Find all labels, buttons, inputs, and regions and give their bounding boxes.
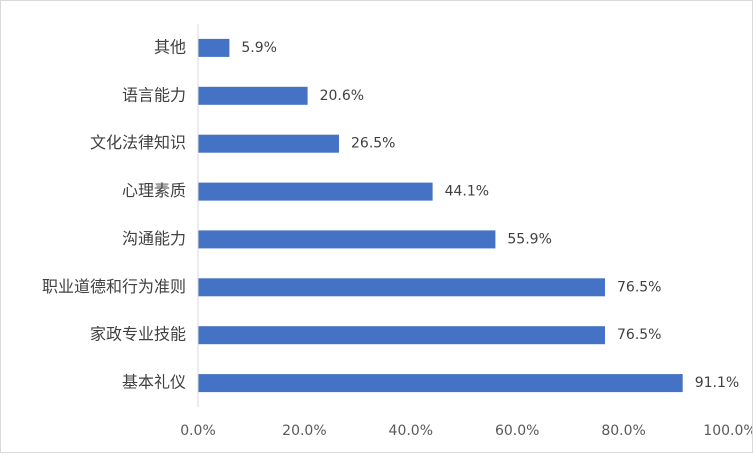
x-tick-label: 80.0% <box>601 423 645 439</box>
x-tick-label: 0.0% <box>180 423 216 439</box>
category-label: 沟通能力 <box>122 229 186 248</box>
x-tick-label: 60.0% <box>495 423 539 439</box>
bar <box>198 374 683 393</box>
data-label: 5.9% <box>241 40 277 56</box>
category-label: 职业道德和行为准则 <box>42 277 186 296</box>
category-label: 心理素质 <box>122 181 186 200</box>
bar <box>198 230 496 249</box>
bar <box>198 134 339 153</box>
data-label: 44.1% <box>445 184 489 200</box>
bar <box>198 38 230 57</box>
data-label: 76.5% <box>617 327 661 343</box>
x-tick-label: 20.0% <box>282 423 326 439</box>
x-tick-label: 40.0% <box>389 423 433 439</box>
data-label: 20.6% <box>320 88 364 104</box>
data-label: 26.5% <box>351 136 395 152</box>
category-label: 家政专业技能 <box>90 325 186 344</box>
category-label: 文化法律知识 <box>90 133 186 152</box>
category-label: 其他 <box>154 37 186 56</box>
category-label: 语言能力 <box>122 85 186 104</box>
data-label: 76.5% <box>617 279 661 295</box>
bars-layer: 其他 5.9% 语言能力 20.6% 文化法律知识 26.5% 心理素质 44.1% 沟通能力 5… <box>42 37 739 393</box>
category-label: 基本礼仪 <box>122 373 186 392</box>
data-label: 55.9% <box>507 231 551 247</box>
x-axis-ticks: 0.0% 20.0% 40.0% 60.0% 80.0% 100.0% <box>180 423 753 439</box>
x-tick-label: 100.0% <box>703 423 752 439</box>
data-label: 91.1% <box>695 375 739 391</box>
bar <box>198 278 605 297</box>
bar <box>198 182 433 201</box>
bar <box>198 86 308 105</box>
bar <box>198 326 605 345</box>
